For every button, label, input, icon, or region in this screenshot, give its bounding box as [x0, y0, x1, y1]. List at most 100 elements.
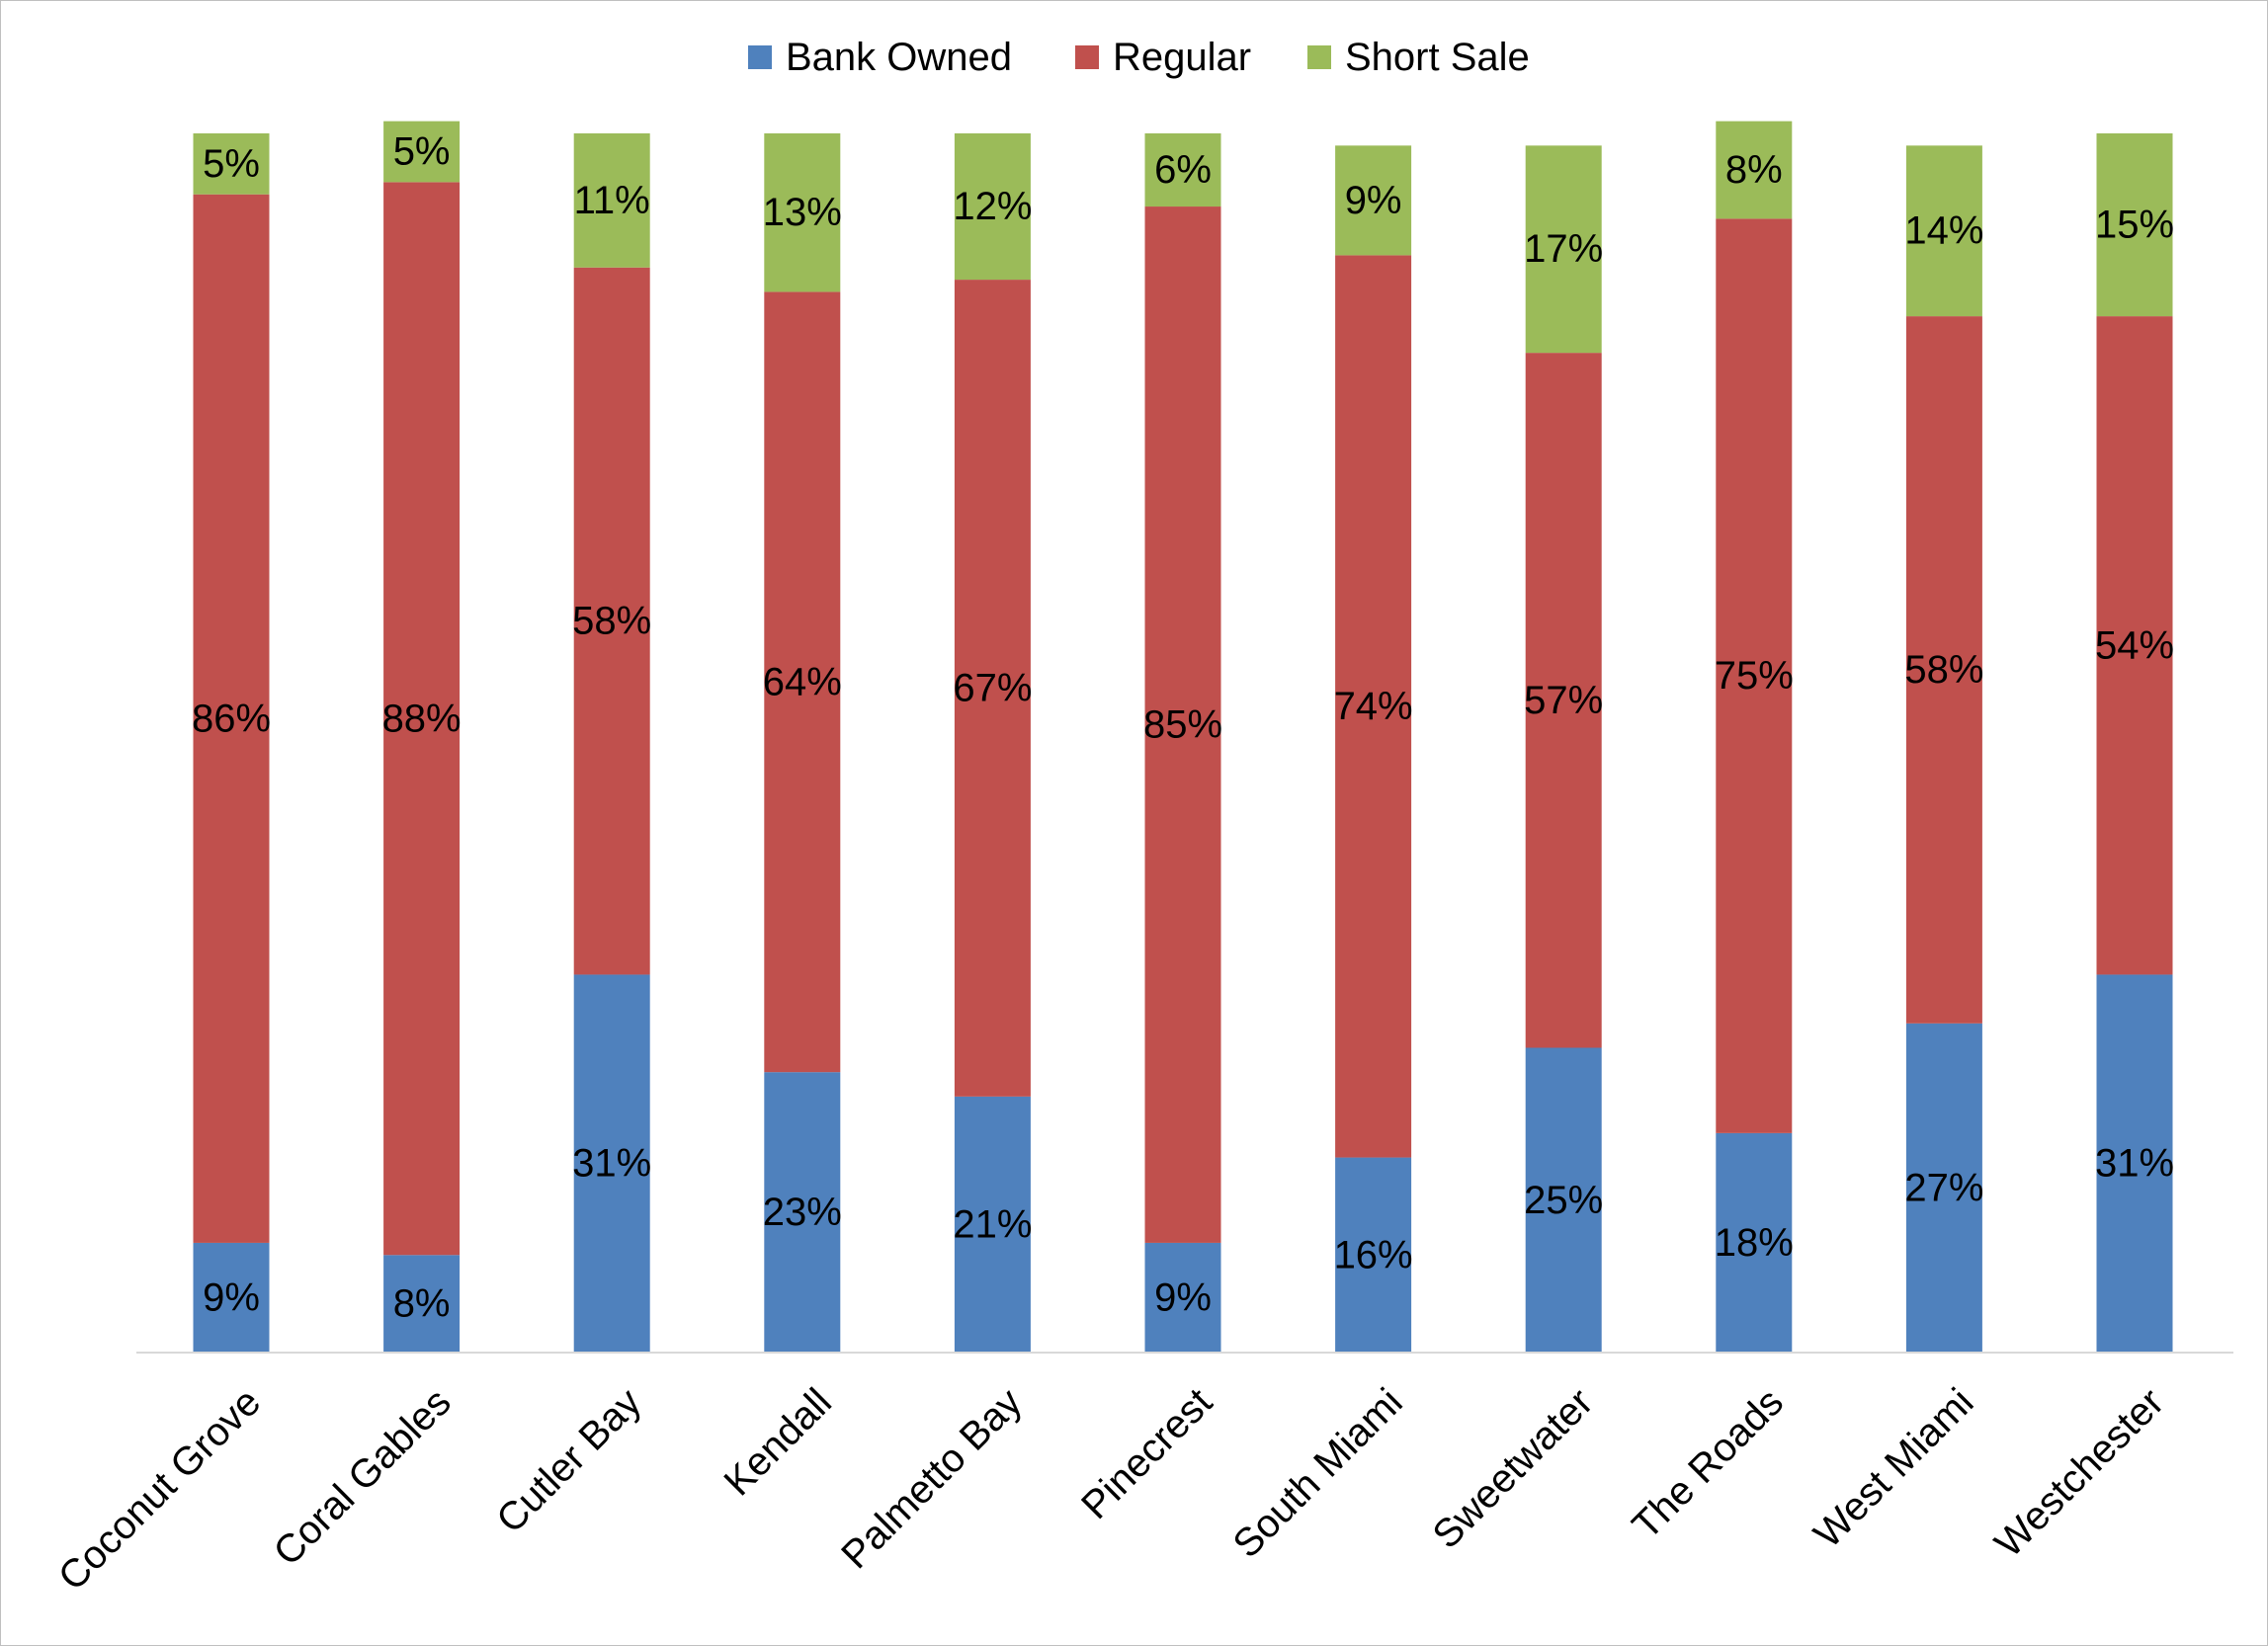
bar-stack-south-miami: 16% 74% 9%	[1334, 145, 1413, 1353]
bar-stack-kendall: 23% 64% 13%	[763, 133, 842, 1353]
bar-bank-owned-palmetto-bay	[954, 1096, 1031, 1353]
bar-bank-owned-westchester	[2096, 974, 2173, 1353]
bar-stack-pinecrest: 9% 85% 6%	[1143, 133, 1222, 1353]
bar-short-sale-south-miami	[1335, 145, 1412, 256]
data-label-short-sale-the-roads: 8%	[1725, 148, 1783, 192]
data-label-regular-cutler-bay: 58%	[572, 600, 651, 643]
bar-regular-west-miami	[1905, 316, 1982, 1024]
data-label-short-sale-westchester: 15%	[2095, 204, 2174, 247]
bar-short-sale-cutler-bay	[573, 133, 650, 268]
bar-stack-coral-gables: 8% 88% 5%	[382, 121, 462, 1353]
bar-bank-owned-kendall	[764, 1072, 841, 1353]
data-label-short-sale-kendall: 13%	[763, 191, 842, 234]
bar-stack-cutler-bay: 31% 58% 11%	[572, 133, 651, 1353]
bar-stack-westchester: 31% 54% 15%	[2095, 133, 2174, 1353]
x-tick-label-west-miami: West Miami	[1806, 1380, 1981, 1556]
bar-short-sale-kendall	[764, 133, 841, 292]
data-label-short-sale-cutler-bay: 11%	[574, 179, 650, 222]
x-tick-label-palmetto-bay: Palmetto Bay	[833, 1380, 1030, 1577]
bar-regular-south-miami	[1335, 255, 1412, 1158]
x-tick-label-coral-gables: Coral Gables	[266, 1380, 460, 1574]
bar-bank-owned-south-miami	[1335, 1157, 1412, 1353]
bar-regular-pinecrest	[1144, 206, 1221, 1243]
data-label-short-sale-south-miami: 9%	[1345, 179, 1402, 222]
bar-regular-sweetwater	[1525, 353, 1602, 1048]
x-tick-label-south-miami: South Miami	[1224, 1380, 1410, 1566]
bar-stack-palmetto-bay: 21% 67% 12%	[953, 133, 1032, 1353]
bar-bank-owned-west-miami	[1905, 1023, 1982, 1353]
data-label-bank-owned-pinecrest: 9%	[1154, 1276, 1212, 1319]
data-label-bank-owned-sweetwater: 25%	[1524, 1179, 1603, 1222]
legend-swatch-short-sale	[1307, 45, 1331, 69]
legend-label-bank-owned: Bank Owned	[786, 36, 1012, 79]
bar-bank-owned-coral-gables	[383, 1255, 461, 1353]
x-tick-label-westchester: Westchester	[1986, 1380, 2172, 1566]
bar-regular-westchester	[2096, 316, 2173, 975]
bar-regular-coconut-grove	[193, 194, 270, 1243]
legend-item-regular: Regular	[1075, 36, 1251, 79]
data-label-bank-owned-coconut-grove: 9%	[203, 1276, 260, 1319]
legend: Bank Owned Regular Short Sale	[748, 36, 1530, 79]
bar-regular-coral-gables	[383, 182, 461, 1256]
data-label-short-sale-pinecrest: 6%	[1154, 148, 1212, 192]
data-label-bank-owned-south-miami: 16%	[1334, 1233, 1413, 1276]
bar-short-sale-westchester	[2096, 133, 2173, 317]
bar-short-sale-coconut-grove	[193, 133, 270, 195]
data-label-regular-the-roads: 75%	[1715, 654, 1794, 698]
bar-regular-kendall	[764, 291, 841, 1073]
bar-bank-owned-cutler-bay	[573, 974, 650, 1353]
bar-short-sale-the-roads	[1716, 121, 1793, 219]
legend-item-bank-owned: Bank Owned	[748, 36, 1012, 79]
data-label-regular-kendall: 64%	[763, 660, 842, 703]
bar-regular-the-roads	[1716, 218, 1793, 1133]
bar-bank-owned-sweetwater	[1525, 1047, 1602, 1353]
x-tick-label-sweetwater: Sweetwater	[1424, 1380, 1601, 1557]
bar-stack-sweetwater: 25% 57% 17%	[1524, 145, 1603, 1353]
bar-short-sale-coral-gables	[383, 121, 461, 183]
data-label-regular-south-miami: 74%	[1334, 685, 1413, 728]
bar-short-sale-pinecrest	[1144, 133, 1221, 207]
bar-bank-owned-pinecrest	[1144, 1242, 1221, 1353]
data-label-regular-coral-gables: 88%	[382, 697, 462, 740]
data-label-bank-owned-coral-gables: 8%	[393, 1282, 451, 1326]
data-label-bank-owned-kendall: 23%	[763, 1191, 842, 1234]
data-label-regular-west-miami: 58%	[1904, 648, 1983, 692]
legend-label-regular: Regular	[1113, 36, 1251, 79]
legend-swatch-regular	[1075, 45, 1099, 69]
data-label-short-sale-sweetwater: 17%	[1524, 227, 1603, 271]
data-label-bank-owned-palmetto-bay: 21%	[953, 1202, 1032, 1246]
data-label-short-sale-palmetto-bay: 12%	[953, 185, 1032, 228]
x-tick-label-coconut-grove: Coconut Grove	[50, 1380, 269, 1599]
bar-regular-cutler-bay	[573, 267, 650, 975]
data-label-regular-pinecrest: 85%	[1143, 702, 1222, 746]
data-label-short-sale-coconut-grove: 5%	[203, 142, 260, 186]
bar-stack-coconut-grove: 9% 86% 5%	[192, 133, 271, 1353]
bar-short-sale-palmetto-bay	[954, 133, 1031, 281]
bar-stack-the-roads: 18% 75% 8%	[1715, 121, 1794, 1353]
data-label-short-sale-coral-gables: 5%	[393, 130, 451, 174]
data-label-bank-owned-cutler-bay: 31%	[572, 1142, 651, 1186]
bar-short-sale-sweetwater	[1525, 145, 1602, 354]
data-label-regular-sweetwater: 57%	[1524, 679, 1603, 722]
data-label-regular-palmetto-bay: 67%	[953, 666, 1032, 709]
data-label-short-sale-west-miami: 14%	[1904, 209, 1983, 253]
bar-stack-west-miami: 27% 58% 14%	[1904, 145, 1983, 1353]
bars: 9% 86% 5% 8% 88% 5% 31% 58% 11% 23% 64% 13% 21% 67% 12…	[192, 121, 2174, 1353]
x-tick-label-pinecrest: Pinecrest	[1073, 1380, 1220, 1527]
bar-bank-owned-coconut-grove	[193, 1242, 270, 1353]
bar-regular-palmetto-bay	[954, 280, 1031, 1097]
data-label-regular-westchester: 54%	[2095, 623, 2174, 667]
x-tick-label-cutler-bay: Cutler Bay	[488, 1380, 649, 1541]
x-tick-label-the-roads: The Roads	[1624, 1380, 1791, 1547]
data-label-bank-owned-west-miami: 27%	[1904, 1166, 1983, 1209]
data-label-bank-owned-the-roads: 18%	[1715, 1221, 1794, 1265]
legend-label-short-sale: Short Sale	[1345, 36, 1530, 79]
data-label-bank-owned-westchester: 31%	[2095, 1142, 2174, 1186]
data-label-regular-coconut-grove: 86%	[192, 697, 271, 740]
legend-swatch-bank-owned	[748, 45, 772, 69]
legend-item-short-sale: Short Sale	[1307, 36, 1530, 79]
x-tick-label-kendall: Kendall	[715, 1380, 839, 1504]
